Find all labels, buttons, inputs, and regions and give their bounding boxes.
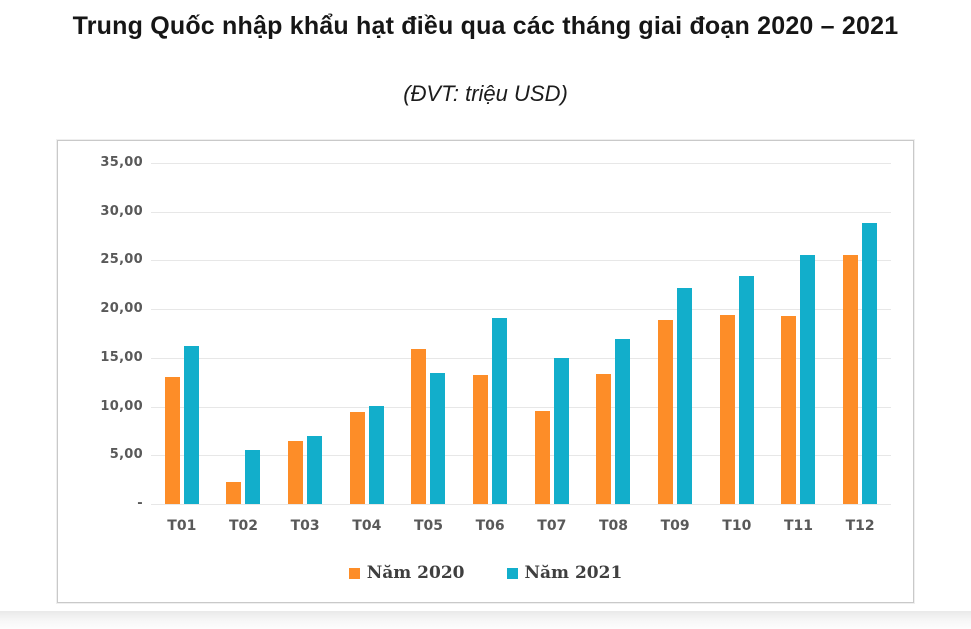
y-axis-tick-label: 25,00 [100,252,143,268]
y-axis-tick-label: 15,00 [100,349,143,365]
gridline [151,309,891,311]
x-axis-tick-label: T01 [167,518,197,534]
bar-group-t01 [151,163,213,504]
y-axis-tick-label: - [137,496,143,511]
x-axis-tick-label: T05 [413,518,443,534]
legend-label: Năm 2021 [524,563,623,583]
bar-group-t04 [336,163,398,504]
bar-t01-năm-2020 [164,377,180,504]
y-axis-tick-label: 30,00 [100,203,143,219]
gridline [151,504,891,505]
bar-t05-năm-2020 [411,349,427,504]
x-axis-tick-label: T06 [475,518,505,534]
bar-t09-năm-2020 [658,319,674,504]
bar-t01-năm-2021 [183,346,199,504]
bar-group-t11 [768,163,830,504]
bar-group-t12 [829,163,891,504]
legend-swatch-icon [506,567,518,579]
bar-t03-năm-2020 [288,440,304,504]
x-axis-tick-label: T08 [598,518,628,534]
legend-item-năm-2021: Năm 2021 [506,563,623,583]
legend-item-năm-2020: Năm 2020 [348,563,465,583]
x-axis-tick-label: T03 [290,518,320,534]
legend-swatch-icon [348,567,360,579]
x-axis-tick-label: T10 [722,518,752,534]
gridline [151,163,891,164]
bar-t08-năm-2021 [615,339,631,504]
bar-t11-năm-2020 [781,316,797,504]
y-axis-tick-label: 10,00 [100,398,143,414]
bar-group-t10 [706,163,768,504]
gridline [151,260,891,262]
bar-t06-năm-2020 [473,375,489,504]
bar-t09-năm-2021 [677,287,693,504]
bar-t02-năm-2021 [245,450,261,504]
x-axis-tick-label: T09 [660,518,690,534]
bar-t10-năm-2021 [738,276,754,504]
x-axis-tick-label: T04 [352,518,382,534]
gridline [151,406,891,408]
bar-t10-năm-2020 [719,315,735,504]
gridline [151,357,891,359]
x-axis-tick-label: T07 [537,518,567,534]
bar-group-t02 [213,163,275,504]
page-title: Trung Quốc nhập khẩu hạt điều qua các th… [72,12,899,40]
bar-t11-năm-2021 [800,254,816,504]
y-axis-tick-label: 5,00 [109,447,143,463]
chart-legend: Năm 2020 Năm 2021 [58,563,913,583]
bar-group-t06 [459,163,521,504]
x-axis-tick-label: T02 [228,518,258,534]
chart-container: 35,00 30,00 25,00 20,00 15,00 10,00 5,00 - T01 T0… [57,140,914,603]
gridline [151,211,891,213]
bar-group-t08 [583,163,645,504]
bar-t07-năm-2021 [553,357,569,504]
bar-t12-năm-2020 [843,254,859,504]
bar-group-t07 [521,163,583,504]
unit-subtitle: (ĐVT: triệu USD) [403,81,568,106]
bar-t02-năm-2020 [226,481,242,504]
bar-group-t09 [644,163,706,504]
bar-t04-năm-2021 [368,405,384,504]
bar-t06-năm-2021 [492,317,508,504]
bar-group-t03 [274,163,336,504]
bar-t04-năm-2020 [349,412,365,504]
page-bottom-divider [0,611,971,629]
bar-t07-năm-2020 [534,411,550,504]
bar-t12-năm-2021 [862,223,878,504]
x-axis-tick-label: T11 [783,518,813,534]
x-axis-tick-label: T12 [845,518,875,534]
plot-area: 35,00 30,00 25,00 20,00 15,00 10,00 5,00 - T01 T0… [100,155,891,534]
bar-t03-năm-2021 [307,435,323,504]
y-axis-tick-label: 35,00 [100,155,143,170]
bar-group-t05 [398,163,460,504]
y-axis-tick-label: 20,00 [100,301,143,317]
gridline [151,455,891,457]
legend-label: Năm 2020 [366,563,465,583]
bar-t08-năm-2020 [596,374,612,504]
bar-t05-năm-2021 [430,373,446,504]
